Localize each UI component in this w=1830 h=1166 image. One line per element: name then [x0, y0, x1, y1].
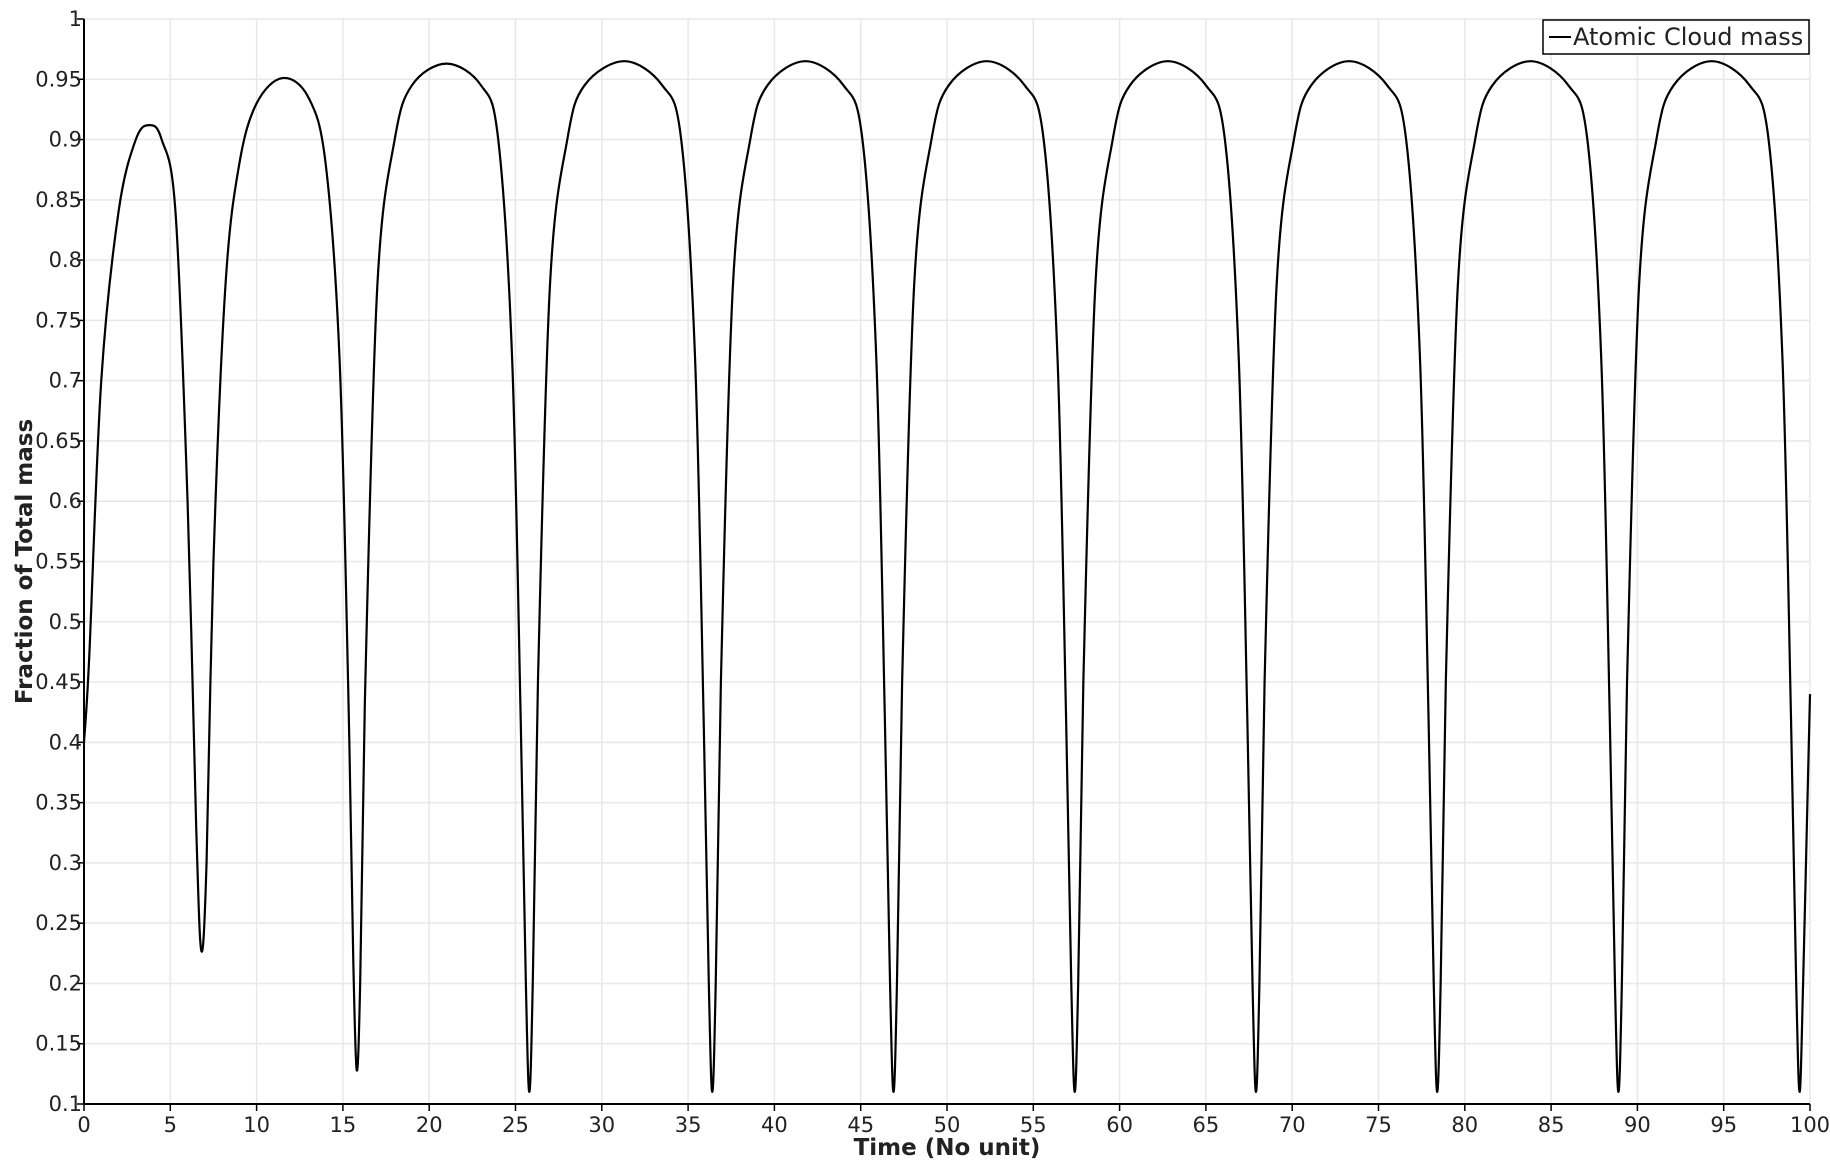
x-tick-label: 95: [1710, 1113, 1737, 1137]
x-tick-label: 15: [330, 1113, 357, 1137]
x-tick-label: 50: [934, 1113, 961, 1137]
tick-labels: 0 5 10 15 20 25 30 35 40 45 50 55 60 65 70 75 80 85 90 95 10…: [35, 7, 1830, 1137]
x-tick-label: 100: [1790, 1113, 1830, 1137]
x-tick-label: 10: [243, 1113, 270, 1137]
y-tick-label: 0.4: [49, 730, 82, 754]
y-tick-label: 0.55: [35, 550, 82, 574]
x-tick-label: 55: [1020, 1113, 1047, 1137]
axes: [77, 18, 1811, 1111]
y-tick-label: 0.85: [35, 188, 82, 212]
y-tick-label: 0.95: [35, 67, 82, 91]
y-tick-label: 0.8: [49, 248, 82, 272]
y-tick-label: 0.25: [35, 911, 82, 935]
x-tick-label: 25: [502, 1113, 529, 1137]
x-tick-label: 30: [588, 1113, 615, 1137]
y-tick-label: 0.9: [49, 128, 82, 152]
series-area: [82, 60, 1812, 1094]
x-tick-label: 75: [1365, 1113, 1392, 1137]
x-tick-label: 65: [1193, 1113, 1220, 1137]
y-tick-label: 0.7: [49, 369, 82, 393]
x-tick-label: 60: [1106, 1113, 1133, 1137]
legend-box: [1542, 19, 1810, 55]
y-tick-label: 0.35: [35, 791, 82, 815]
legend: Atomic Cloud mass: [1542, 19, 1810, 55]
y-axis-title: Fraction of Total mass: [12, 419, 38, 704]
x-tick-label: 5: [164, 1113, 177, 1137]
y-tick-label: 0.75: [35, 308, 82, 332]
x-tick-label: 20: [416, 1113, 443, 1137]
x-tick-label: 40: [761, 1113, 788, 1137]
y-tick-label: 0.6: [49, 489, 82, 513]
x-tick-label: 85: [1538, 1113, 1565, 1137]
x-tick-label: 90: [1624, 1113, 1651, 1137]
y-tick-label: 0.45: [35, 670, 82, 694]
y-tick-label: 0.2: [49, 971, 82, 995]
legend-label-atomic-cloud-mass: Atomic Cloud mass: [1573, 23, 1803, 51]
x-tick-label: 80: [1451, 1113, 1478, 1137]
x-tick-label: 35: [675, 1113, 702, 1137]
y-tick-label: 0.5: [49, 610, 82, 634]
series-line-atomic-cloud-mass: [82, 60, 1812, 1094]
y-tick-label: 0.15: [35, 1032, 82, 1056]
grid-lines: [83, 18, 1811, 1105]
y-tick-label: 1: [69, 7, 82, 31]
y-tick-label: 0.3: [49, 851, 82, 875]
x-tick-label: 70: [1279, 1113, 1306, 1137]
x-tick-label: 0: [77, 1113, 90, 1137]
y-tick-label: 0.1: [49, 1092, 82, 1116]
y-tick-label: 0.65: [35, 429, 82, 453]
x-axis-title: Time (No unit): [854, 1135, 1041, 1161]
x-tick-label: 45: [847, 1113, 874, 1137]
